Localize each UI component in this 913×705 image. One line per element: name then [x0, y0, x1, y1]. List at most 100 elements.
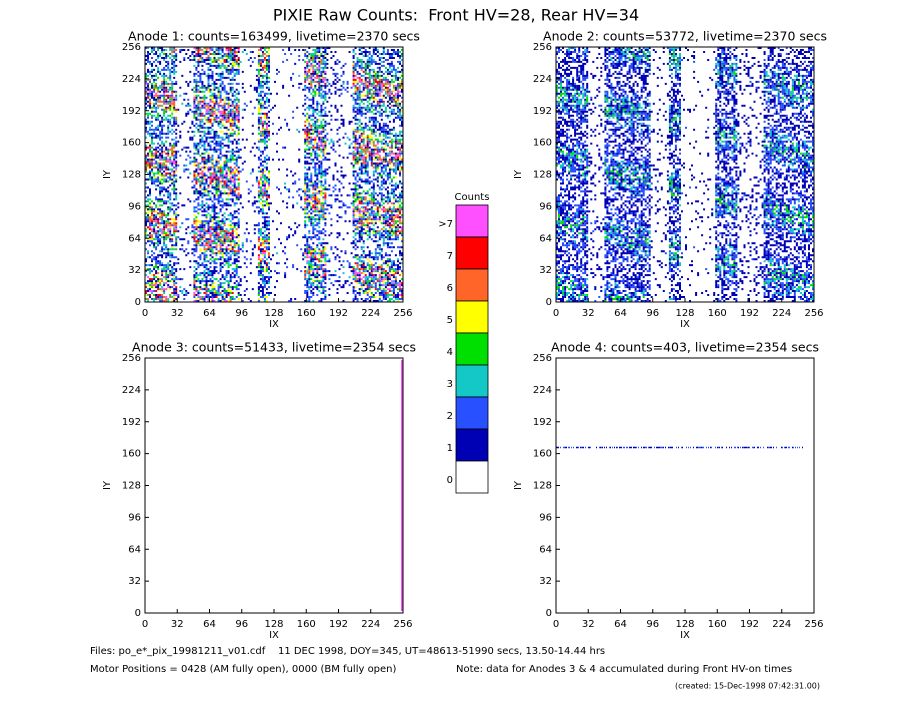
y-tick-label: 96	[539, 201, 552, 212]
y-tick-label: 256	[533, 42, 552, 53]
x-tick-label: 64	[203, 619, 216, 630]
y-tick-label: 128	[122, 481, 141, 492]
y-axis-label: IY	[102, 169, 113, 179]
x-axis-label: IX	[269, 630, 279, 641]
y-tick-label: 32	[539, 265, 552, 276]
colorbar-box	[455, 268, 489, 302]
count-texture	[556, 47, 814, 302]
y-tick-label: 64	[539, 544, 552, 555]
x-tick-label: 192	[329, 308, 348, 319]
colorbar-label: 0	[447, 475, 453, 486]
y-tick-label: 64	[128, 544, 141, 555]
x-tick-label: 0	[142, 619, 148, 630]
x-tick-label: 128	[264, 308, 283, 319]
x-tick-label: 256	[393, 308, 412, 319]
x-tick-label: 128	[675, 308, 694, 319]
x-tick-label: 256	[804, 619, 823, 630]
colorbar-box	[455, 300, 489, 334]
x-tick-label: 160	[708, 619, 727, 630]
count-texture	[145, 47, 403, 302]
colorbar-title: Counts	[455, 192, 490, 203]
y-tick-label: 96	[128, 512, 141, 523]
x-tick-label: 256	[804, 308, 823, 319]
panel-title: Anode 2: counts=53772, livetime=2370 sec…	[543, 29, 827, 44]
x-tick-label: 64	[614, 619, 627, 630]
y-tick-label: 0	[135, 297, 141, 308]
x-axis-label: IX	[680, 319, 690, 330]
count-texture	[145, 47, 403, 302]
x-axis-label: IX	[680, 630, 690, 641]
x-tick-label: 224	[772, 308, 791, 319]
y-tick-label: 160	[533, 138, 552, 149]
x-tick-label: 192	[740, 619, 759, 630]
colorbar-box	[455, 396, 489, 430]
panel-title: Anode 3: counts=51433, livetime=2354 sec…	[132, 340, 416, 355]
y-tick-label: 64	[539, 233, 552, 244]
x-tick-label: 32	[582, 619, 595, 630]
x-tick-label: 192	[740, 308, 759, 319]
count-texture	[556, 47, 814, 302]
x-tick-label: 64	[614, 308, 627, 319]
y-tick-label: 0	[546, 297, 552, 308]
x-axis-label: IX	[269, 319, 279, 330]
colorbar-label: 4	[447, 347, 453, 358]
y-tick-label: 160	[122, 449, 141, 460]
colorbar-box	[455, 428, 489, 462]
footer-note: Note: data for Anodes 3 & 4 accumulated …	[456, 664, 792, 675]
x-tick-label: 0	[553, 308, 559, 319]
x-tick-label: 0	[142, 308, 148, 319]
y-axis-label: IY	[513, 480, 524, 490]
count-texture	[560, 446, 800, 449]
colorbar-box	[455, 364, 489, 398]
colorbar-box	[455, 460, 489, 494]
x-tick-label: 160	[297, 619, 316, 630]
y-tick-label: 224	[122, 74, 141, 85]
panel-title: Anode 4: counts=403, livetime=2354 secs	[551, 340, 819, 355]
colorbar-label: 7	[447, 251, 453, 262]
colorbar-label: 6	[447, 283, 453, 294]
y-tick-label: 64	[128, 233, 141, 244]
x-tick-label: 32	[171, 308, 184, 319]
count-texture	[401, 360, 403, 611]
y-tick-label: 224	[533, 385, 552, 396]
y-tick-label: 192	[533, 417, 552, 428]
y-tick-label: 32	[128, 265, 141, 276]
x-tick-label: 96	[646, 619, 659, 630]
count-texture	[145, 47, 403, 302]
y-tick-label: 160	[122, 138, 141, 149]
y-tick-label: 96	[539, 512, 552, 523]
x-tick-label: 32	[171, 619, 184, 630]
x-tick-label: 160	[297, 308, 316, 319]
y-axis-label: IY	[102, 480, 113, 490]
colorbar-label: 1	[447, 443, 453, 454]
y-tick-label: 192	[122, 417, 141, 428]
y-tick-label: 256	[122, 42, 141, 53]
y-axis-label: IY	[513, 169, 524, 179]
footer-created: (created: 15-Dec-1998 07:42:31.00)	[675, 682, 820, 691]
colorbar-label: >7	[438, 219, 453, 230]
y-tick-label: 160	[533, 449, 552, 460]
count-texture	[145, 47, 403, 302]
y-tick-label: 128	[122, 170, 141, 181]
colorbar-box	[455, 204, 489, 238]
count-texture	[556, 446, 803, 449]
x-tick-label: 96	[235, 308, 248, 319]
x-tick-label: 128	[675, 619, 694, 630]
x-tick-label: 64	[203, 308, 216, 319]
x-tick-label: 0	[553, 619, 559, 630]
y-tick-label: 0	[546, 608, 552, 619]
x-tick-label: 224	[361, 619, 380, 630]
colorbar-label: 5	[447, 315, 453, 326]
y-tick-label: 96	[128, 201, 141, 212]
y-tick-label: 256	[533, 353, 552, 364]
x-tick-label: 96	[646, 308, 659, 319]
page-title: PIXIE Raw Counts: Front HV=28, Rear HV=3…	[273, 6, 639, 25]
y-tick-label: 128	[533, 481, 552, 492]
y-tick-label: 32	[128, 576, 141, 587]
x-tick-label: 32	[582, 308, 595, 319]
x-tick-label: 160	[708, 308, 727, 319]
colorbar-label: 2	[447, 411, 453, 422]
x-tick-label: 128	[264, 619, 283, 630]
